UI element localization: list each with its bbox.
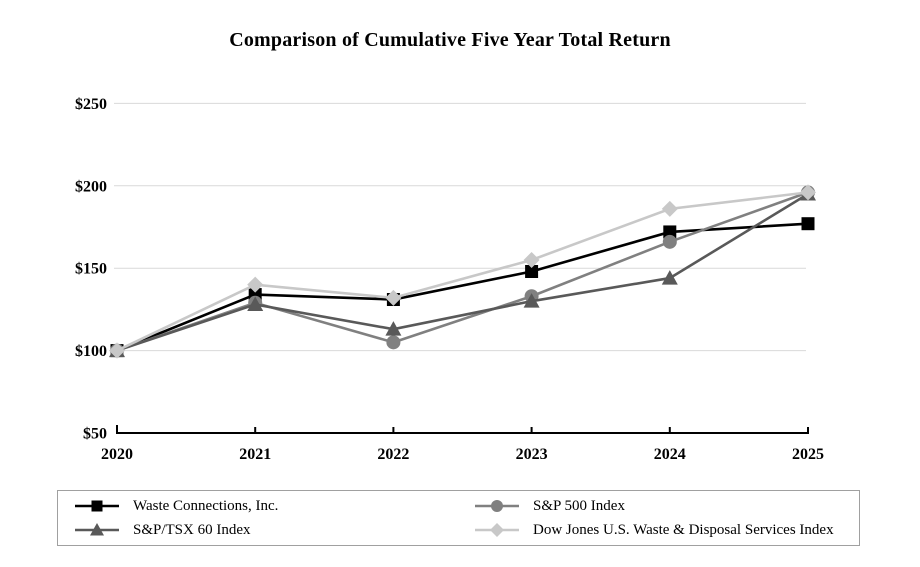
series-3-marker-2021 [247, 276, 264, 293]
triangle-marker-icon [75, 523, 119, 536]
series-1-marker-2022 [386, 335, 401, 350]
y-tick-label-150: $150 [75, 261, 107, 278]
series-3-marker-2023 [523, 251, 540, 268]
series-3-marker-2022 [385, 289, 402, 306]
series-3-marker-2020 [109, 342, 125, 359]
x-tick-label-2021: 2021 [239, 446, 271, 463]
legend-item-waste-connections: Waste Connections, Inc. [58, 498, 458, 515]
series-2-marker-2024 [661, 270, 678, 285]
square-marker-glyph [91, 500, 103, 512]
chart-canvas: $250 $200 $150 $100 $50 2020 2021 2022 2023 2024 2… [75, 96, 824, 463]
series-0-marker-2025 [801, 217, 815, 231]
series-1-marker-2024 [662, 234, 677, 249]
x-tick-label-2022: 2022 [377, 446, 409, 463]
circle-marker-glyph [491, 500, 503, 512]
chart-title: Comparison of Cumulative Five Year Total… [229, 29, 671, 51]
series-0-marker-2023 [525, 264, 539, 278]
square-marker-icon [75, 500, 119, 512]
y-tick-label-200: $200 [75, 178, 107, 195]
series-2-marker-2021 [247, 296, 264, 311]
diamond-marker-icon [475, 523, 519, 537]
x-tick-label-2024: 2024 [654, 446, 686, 463]
legend-label: S&P/TSX 60 Index [133, 521, 251, 538]
circle-marker-icon [475, 500, 519, 512]
triangle-marker-glyph [90, 523, 104, 536]
series-line-0 [116, 222, 809, 352]
series-line-2 [116, 192, 809, 352]
series-3-marker-2024 [661, 200, 678, 217]
series-0-marker-2024 [663, 225, 677, 239]
legend-item-sp500: S&P 500 Index [458, 498, 859, 515]
legend-item-dowjones-waste: Dow Jones U.S. Waste & Disposal Services… [458, 522, 859, 539]
series-line-3 [116, 191, 809, 352]
series-2-marker-2022 [385, 321, 402, 336]
legend-label: S&P 500 Index [533, 497, 625, 514]
series-3-marker-2025 [800, 184, 816, 201]
x-tick-label-2023: 2023 [516, 446, 548, 463]
series-line-1 [116, 191, 809, 352]
series-2-marker-2023 [523, 293, 540, 308]
diamond-marker-glyph [490, 523, 504, 537]
legend-label: Waste Connections, Inc. [133, 497, 279, 514]
x-tick-label-2025: 2025 [792, 446, 824, 463]
legend-item-sptsx60: S&P/TSX 60 Index [58, 522, 458, 539]
y-tick-label-50: $50 [83, 426, 107, 443]
legend-label: Dow Jones U.S. Waste & Disposal Services… [533, 521, 834, 538]
y-tick-label-100: $100 [75, 343, 107, 360]
x-tick-label-2020: 2020 [101, 446, 133, 463]
legend: Waste Connections, Inc. S&P 500 Index S&… [57, 490, 860, 546]
y-tick-label-250: $250 [75, 96, 107, 113]
